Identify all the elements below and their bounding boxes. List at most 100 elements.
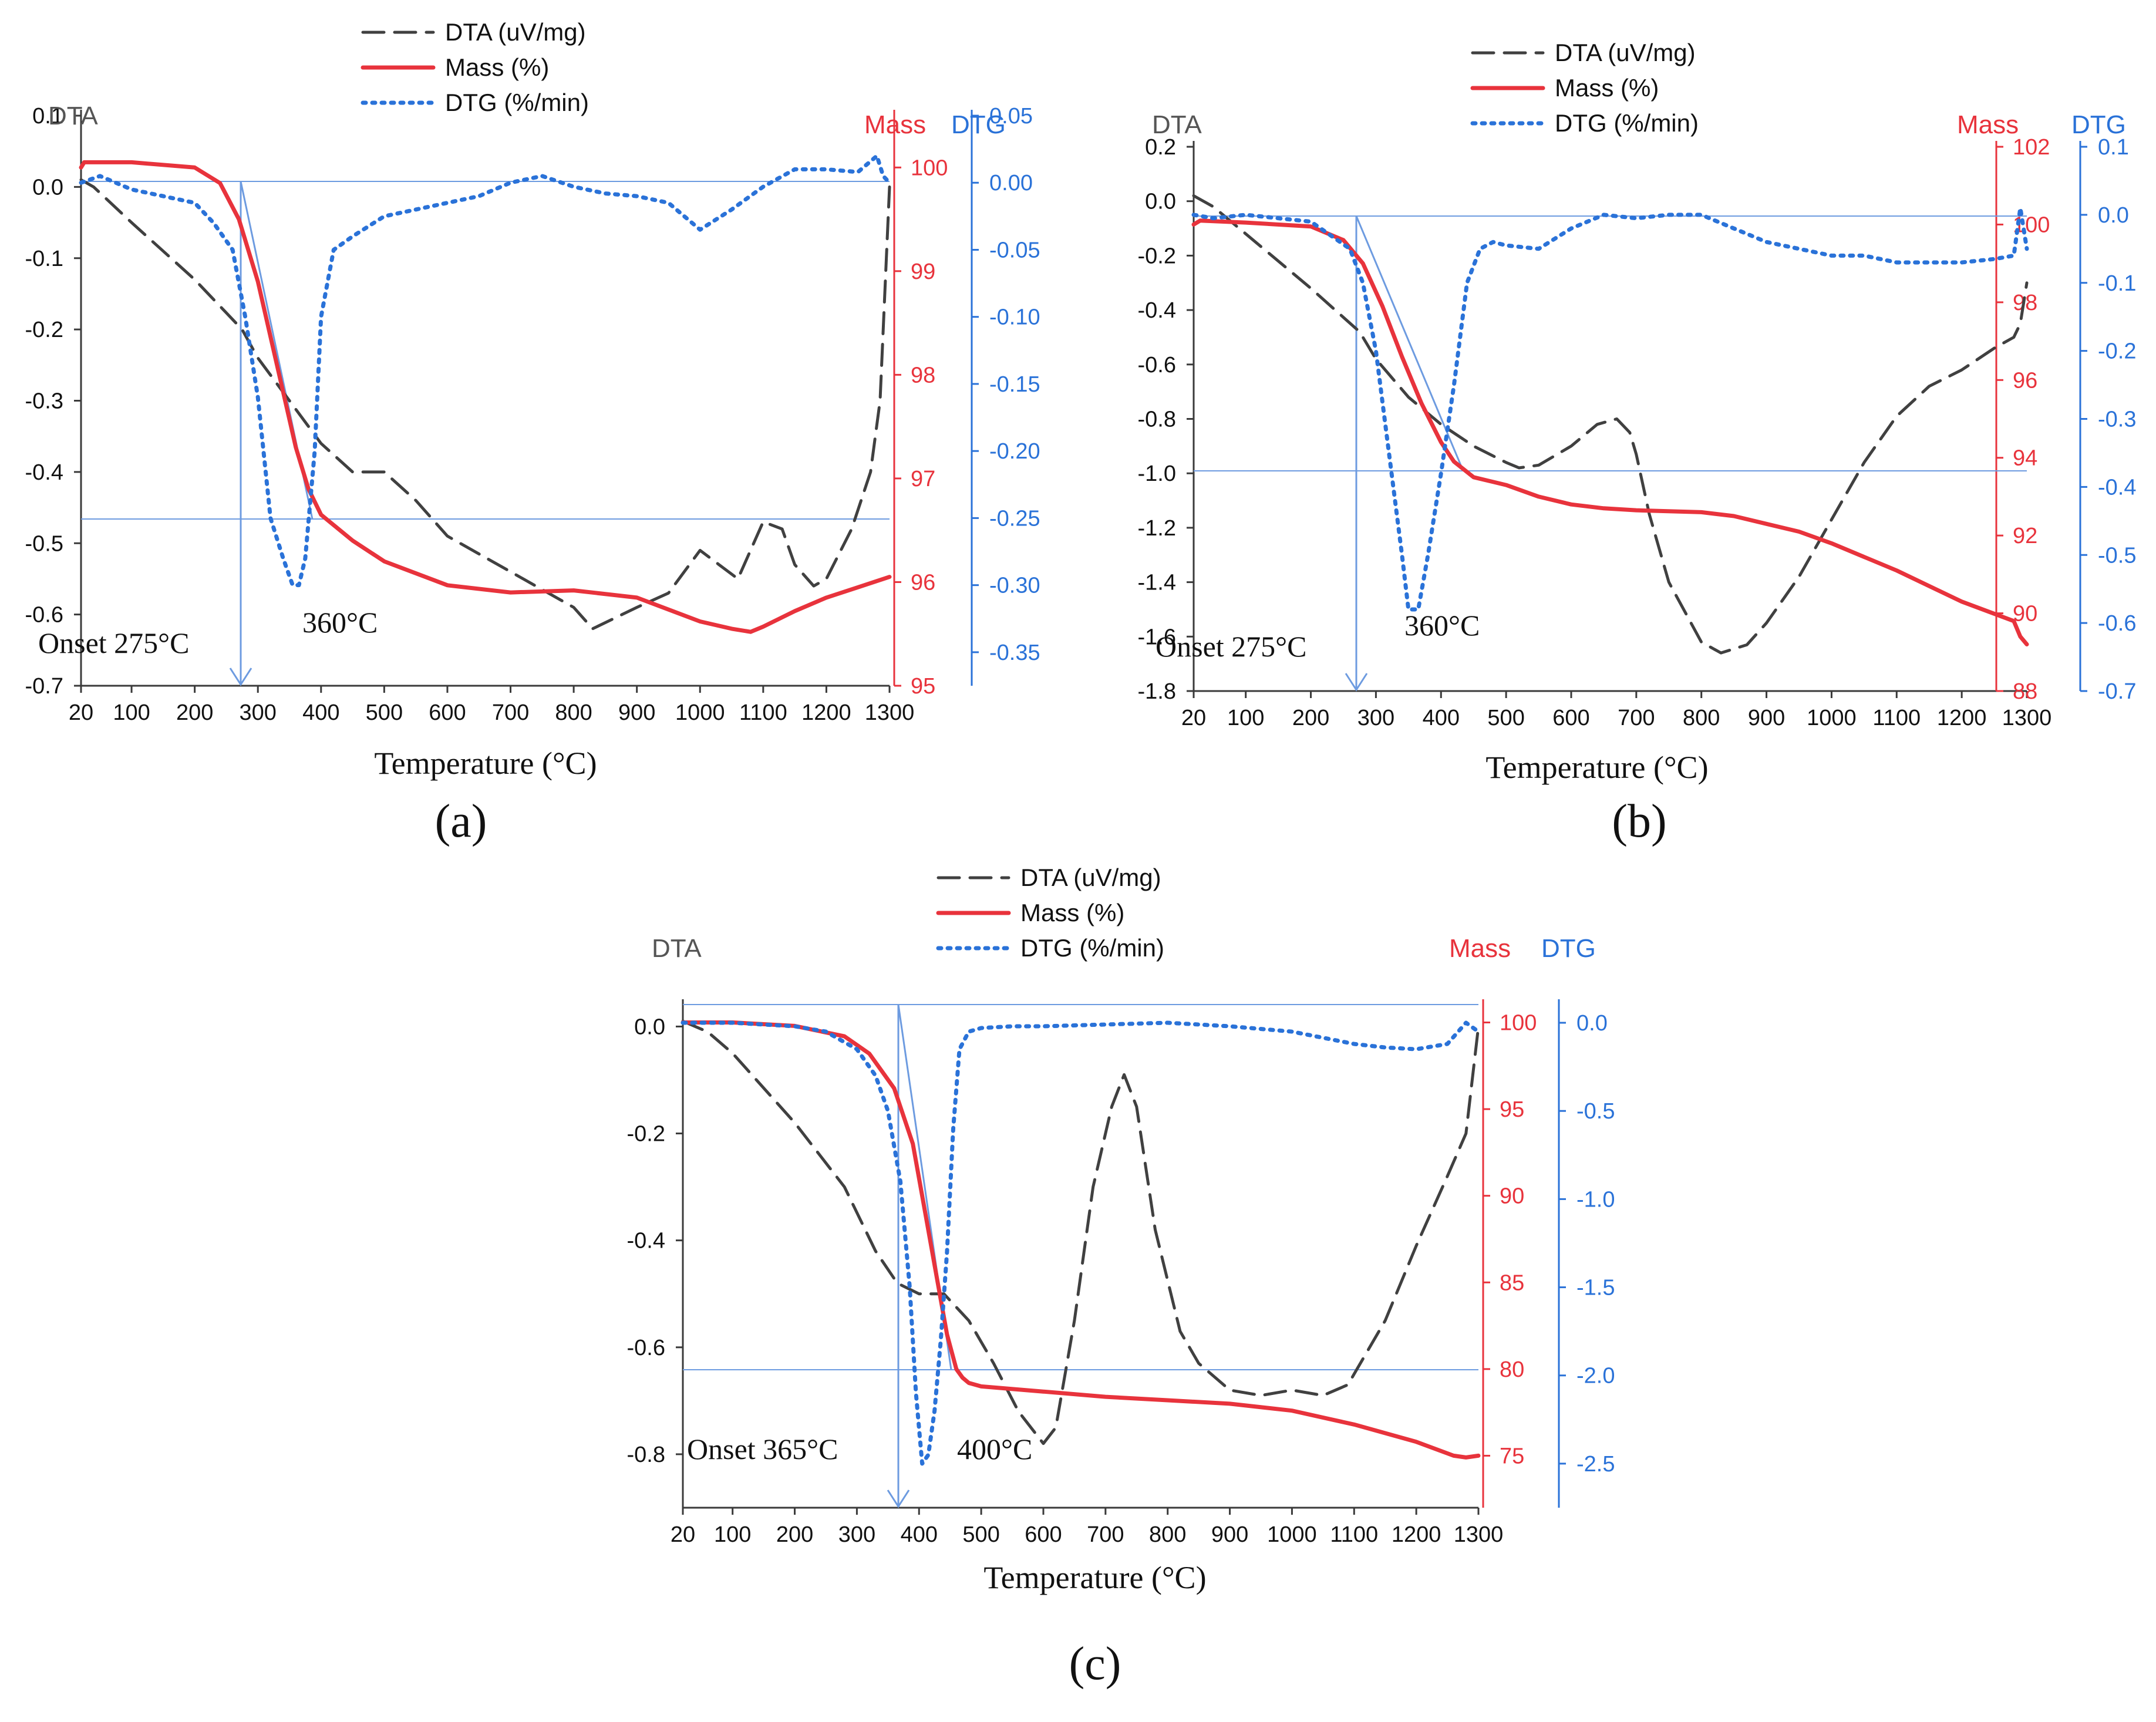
x-axis-title: Temperature (°C)	[983, 1560, 1206, 1595]
legend-entry-label: DTA (uV/mg)	[1555, 39, 1696, 66]
x-tick-label: 1100	[1330, 1522, 1378, 1547]
legend-entry-label: DTG (%/min)	[445, 89, 589, 116]
dtg-tick-label: -1.0	[1576, 1187, 1615, 1212]
x-tick-label: 800	[1149, 1522, 1186, 1547]
dta-tick-label: -0.7	[25, 674, 63, 699]
dta-tick-label: -0.6	[1138, 353, 1176, 378]
mass-tick-label: 97	[911, 467, 935, 491]
x-axis-title: Temperature (°C)	[1485, 750, 1708, 785]
dta-axis-title: DTA	[1152, 110, 1202, 139]
legend-entry-label: Mass (%)	[1020, 899, 1124, 926]
x-tick-label: 700	[492, 700, 529, 725]
mass-tick-label: 98	[2013, 291, 2037, 315]
mass-axis-title: Mass	[1957, 110, 2019, 139]
dtg-tick-label: 0.0	[1576, 1011, 1608, 1036]
onset-annotation: Onset 365°C	[687, 1433, 838, 1465]
dta-tick-label: -0.2	[25, 318, 63, 342]
x-tick-label: 700	[1618, 706, 1655, 730]
dtg-tick-label: -0.20	[989, 439, 1040, 464]
dta-tick-label: -0.3	[25, 389, 63, 414]
dtg-axis-title: DTG	[2071, 110, 2126, 139]
series-dashed-line	[79, 178, 891, 631]
dtg-tick-label: -0.15	[989, 372, 1040, 397]
series-dashed-line	[681, 1019, 1480, 1445]
dta-tick-label: -0.4	[25, 460, 63, 485]
x-tick-label: 1100	[739, 700, 787, 725]
mass-tick-label: 100	[1500, 1011, 1537, 1036]
x-tick-label: 1000	[1807, 706, 1857, 730]
dtg-tick-label: -0.5	[1576, 1099, 1615, 1124]
dta-tick-label: -0.6	[25, 603, 63, 628]
x-tick-label: 900	[618, 700, 655, 725]
chart-panel-3: 20 100 200 300 400 500 600 700 800 900 1000 1100 120…	[627, 864, 1615, 1690]
mass-tick-label: 102	[2013, 135, 2050, 160]
x-tick-label: 300	[1357, 706, 1394, 730]
x-tick-label: 1100	[1872, 706, 1921, 730]
mass-tick-label: 92	[2013, 524, 2037, 548]
dta-tick-label: -0.4	[1138, 298, 1176, 323]
onset-tangent-line	[1355, 215, 1464, 471]
dtg-tick-label: -0.2	[2098, 339, 2136, 364]
dta-axis-title: DTA	[652, 934, 702, 963]
dtg-tick-label: -0.05	[989, 238, 1040, 262]
onset-annotation: Onset 275°C	[1156, 630, 1307, 663]
dtg-tick-label: 0.00	[989, 171, 1033, 196]
series-solid-line	[1191, 218, 2029, 646]
x-tick-label: 200	[776, 1522, 813, 1547]
dtg-tick-label: -0.4	[2098, 475, 2136, 500]
legend: DTA (uV/mg) Mass (%) DTG (%/min)	[936, 864, 1164, 962]
series-solid-line	[681, 1020, 1481, 1460]
dtg-tick-label: -0.7	[2098, 679, 2136, 704]
x-tick-label: 300	[240, 700, 277, 725]
mass-tick-label: 75	[1500, 1444, 1524, 1468]
x-axis-title: Temperature (°C)	[374, 746, 597, 781]
mass-tick-label: 98	[911, 363, 935, 387]
dta-tick-label: -0.6	[627, 1336, 665, 1360]
dtg-tick-label: 0.1	[2098, 135, 2129, 160]
x-tick-label: 800	[555, 700, 592, 725]
x-tick-label: 400	[1423, 706, 1460, 730]
dta-tick-label: -1.8	[1138, 679, 1176, 704]
dta-tick-label: -0.5	[25, 531, 63, 556]
mass-tick-label: 90	[2013, 602, 2037, 626]
mass-tick-label: 80	[1500, 1357, 1524, 1382]
legend-entry-label: DTG (%/min)	[1020, 934, 1164, 962]
dta-tick-label: 0.1	[32, 104, 63, 129]
mass-tick-label: 96	[2013, 368, 2037, 393]
legend-entry-label: DTA (uV/mg)	[445, 18, 586, 46]
x-tick-label: 700	[1087, 1522, 1124, 1547]
dta-tick-label: -1.0	[1138, 461, 1176, 486]
x-tick-label: 100	[113, 700, 150, 725]
dtg-tick-label: 0.0	[2098, 203, 2129, 228]
x-tick-label: 20	[1181, 706, 1206, 730]
mass-tick-label: 90	[1500, 1184, 1524, 1209]
dtg-tick-label: -2.5	[1576, 1452, 1615, 1477]
chart-panel-2: 20 100 200 300 400 500 600 700 800 900 1000 1100 120…	[1138, 39, 2137, 847]
x-tick-label: 900	[1211, 1522, 1248, 1547]
x-tick-label: 400	[302, 700, 339, 725]
mass-tick-label: 94	[2013, 446, 2037, 471]
dtg-tick-label: -0.3	[2098, 407, 2136, 432]
series-solid-line	[79, 160, 892, 634]
onset-annotation: Onset 275°C	[38, 626, 190, 659]
mass-tick-label: 99	[911, 260, 935, 284]
dta-axis-title: DTA	[48, 102, 98, 130]
x-tick-label: 20	[69, 700, 93, 725]
mass-axis-title: Mass	[1449, 934, 1511, 963]
legend: DTA (uV/mg) Mass (%) DTG (%/min)	[1470, 39, 1699, 137]
peak-annotation: 400°C	[957, 1433, 1032, 1465]
x-tick-label: 1200	[801, 700, 851, 725]
legend-entry-label: DTG (%/min)	[1555, 109, 1699, 137]
dtg-tick-label: -0.5	[2098, 543, 2136, 568]
x-tick-label: 1000	[1267, 1522, 1317, 1547]
dtg-tick-label: -1.5	[1576, 1276, 1615, 1300]
peak-annotation: 360°C	[1404, 609, 1480, 642]
dtg-tick-label: -0.6	[2098, 611, 2136, 636]
dtg-axis-title: DTG	[1541, 934, 1596, 963]
dta-tick-label: 0.0	[32, 175, 63, 200]
dtg-tick-label: -2.0	[1576, 1364, 1615, 1389]
dta-tick-label: -0.2	[1138, 244, 1176, 268]
onset-arrow-head	[887, 1490, 910, 1508]
series-dotted-line	[1191, 205, 2029, 612]
